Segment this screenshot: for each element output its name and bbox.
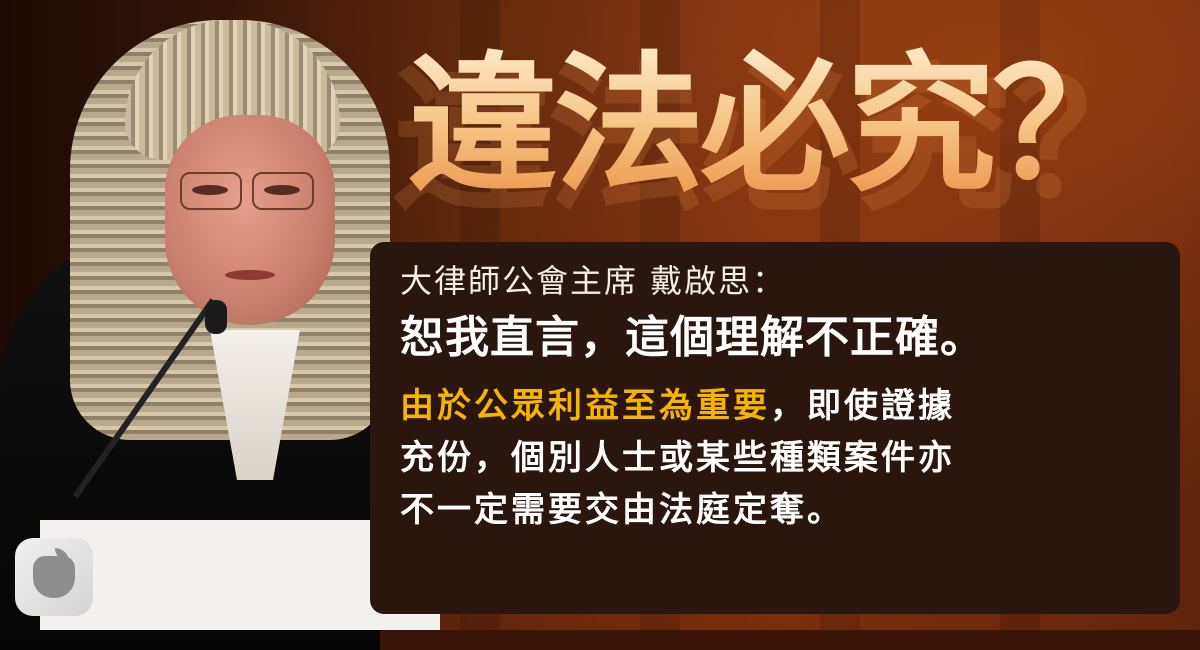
face xyxy=(165,115,335,325)
quote-body-line1: ，即使證據 xyxy=(770,386,955,426)
quote-body-line2: 充份，個別人士或某些種類案件亦 xyxy=(400,438,955,478)
glasses-left xyxy=(180,172,242,210)
quote-body: 由於公眾利益至為重要，即使證據充份，個別人士或某些種類案件亦 不一定需要交由法庭定… xyxy=(400,380,1150,536)
quote-highlight: 由於公眾利益至為重要 xyxy=(400,386,770,426)
eye-left xyxy=(192,185,228,195)
mouth xyxy=(225,270,275,280)
eye-right xyxy=(264,185,300,195)
quote-body-line3: 不一定需要交由法庭定奪。 xyxy=(400,490,844,530)
title-shadow: 違法必究？ xyxy=(392,40,1200,241)
headline-title: 違法必究？ xyxy=(408,25,1142,225)
speaker-photo xyxy=(0,0,440,650)
apple-daily-logo-icon xyxy=(15,538,93,616)
logo-apple-shape xyxy=(33,556,75,598)
quote-speaker: 大律師公會主席 戴啟思： xyxy=(400,262,787,300)
microphone-icon xyxy=(205,300,227,334)
quote-box: 大律師公會主席 戴啟思： 恕我直言，這個理解不正確。 由於公眾利益至為重要，即使… xyxy=(370,242,1180,614)
glasses-right xyxy=(252,172,314,210)
quote-headline: 恕我直言，這個理解不正確。 xyxy=(400,312,985,363)
